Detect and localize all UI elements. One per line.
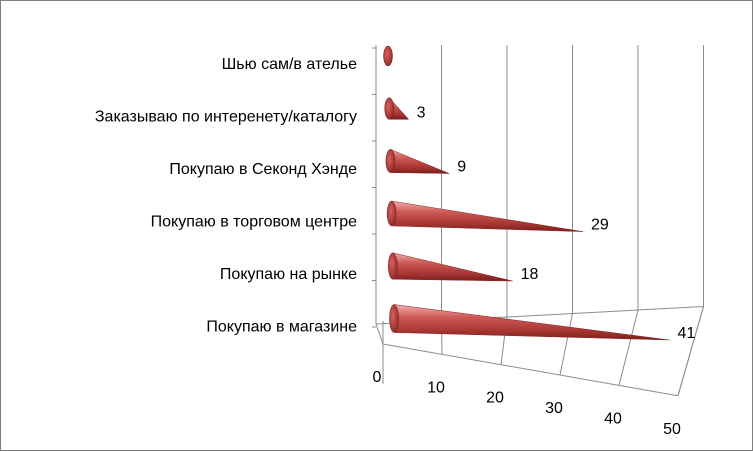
cone-bar: [390, 149, 450, 174]
front-floor-edge: [382, 343, 679, 397]
cone-base: [388, 252, 398, 280]
category-label: Шью сам/в ателье: [222, 56, 357, 73]
gridline-floor: [375, 323, 384, 345]
category-label: Покупаю в магазине: [206, 319, 357, 336]
data-label: 18: [521, 266, 539, 283]
cone-bar: [392, 252, 513, 282]
data-label: 9: [457, 159, 466, 176]
data-label: 3: [417, 104, 426, 121]
x-tick-label: 10: [427, 379, 445, 396]
category-label: Покупаю в Секонд Хэнде: [169, 161, 357, 178]
labels: 0 10 20 30 40 50 Шью сам/в ателье Заказываю по …: [95, 56, 695, 438]
x-tick-label: 50: [663, 421, 681, 438]
cone-base: [385, 149, 396, 173]
gridline-floor: [618, 309, 639, 386]
category-label: Заказываю по интеренету/каталогу: [95, 109, 357, 126]
x-tick-label: 20: [486, 390, 504, 407]
cones: [383, 45, 670, 341]
gridline-floor: [559, 313, 573, 376]
x-tick-label: 0: [373, 369, 382, 386]
cone-base: [389, 304, 399, 333]
cone-base: [386, 200, 397, 227]
cone-base: [383, 45, 393, 67]
x-tick-label: 30: [545, 400, 563, 417]
data-label: 41: [677, 325, 695, 342]
category-label: Покупаю в торговом центре: [151, 214, 357, 231]
x-tick-label: 40: [604, 410, 622, 427]
cone-bar: [393, 304, 670, 341]
category-label: Покупаю на рынке: [220, 266, 357, 283]
floor-right-edge: [677, 306, 704, 396]
data-label: 29: [591, 217, 609, 234]
cone-bar: [391, 200, 584, 232]
cone-base: [384, 97, 394, 120]
